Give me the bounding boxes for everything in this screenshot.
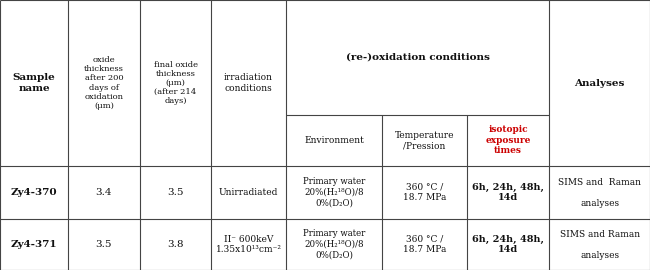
Text: isotopic
exposure
times: isotopic exposure times [486,126,530,155]
Text: Primary water
20%(H₂¹⁸O)/8
0%(D₂O): Primary water 20%(H₂¹⁸O)/8 0%(D₂O) [303,230,365,259]
Text: SIMS and  Raman: SIMS and Raman [558,178,641,187]
Text: oxide
thickness
after 200
days of
oxidation
(μm): oxide thickness after 200 days of oxidat… [84,56,124,110]
Text: 3.8: 3.8 [167,240,184,249]
Text: Temperature
/Pression: Temperature /Pression [395,131,454,150]
Text: 3.5: 3.5 [96,240,112,249]
Text: 3.5: 3.5 [167,188,184,197]
Text: Analyses: Analyses [575,79,625,87]
Text: 6h, 24h, 48h,
14d: 6h, 24h, 48h, 14d [472,235,544,254]
Text: Sample
name: Sample name [13,73,55,93]
Text: analyses: analyses [580,251,619,260]
Text: final oxide
thickness
(μm)
(after 214
days): final oxide thickness (μm) (after 214 da… [153,61,198,105]
Text: Environment: Environment [304,136,364,145]
Text: Zy4-371: Zy4-371 [11,240,57,249]
Text: 3.4: 3.4 [96,188,112,197]
Text: Unirradiated: Unirradiated [219,188,278,197]
Text: SIMS and Raman: SIMS and Raman [560,230,640,239]
Text: (re-)oxidation conditions: (re-)oxidation conditions [346,53,489,62]
Text: 360 °C /
18.7 MPa: 360 °C / 18.7 MPa [403,235,446,254]
Text: Primary water
20%(H₂¹⁸O)/8
0%(D₂O): Primary water 20%(H₂¹⁸O)/8 0%(D₂O) [303,177,365,207]
Text: analyses: analyses [580,199,619,208]
Text: irradiation
conditions: irradiation conditions [224,73,273,93]
Text: 360 °C /
18.7 MPa: 360 °C / 18.7 MPa [403,183,446,202]
Text: 6h, 24h, 48h,
14d: 6h, 24h, 48h, 14d [472,183,544,202]
Text: II⁻ 600keV
1.35x10¹³cm⁻²: II⁻ 600keV 1.35x10¹³cm⁻² [216,235,281,254]
Text: Zy4-370: Zy4-370 [11,188,57,197]
